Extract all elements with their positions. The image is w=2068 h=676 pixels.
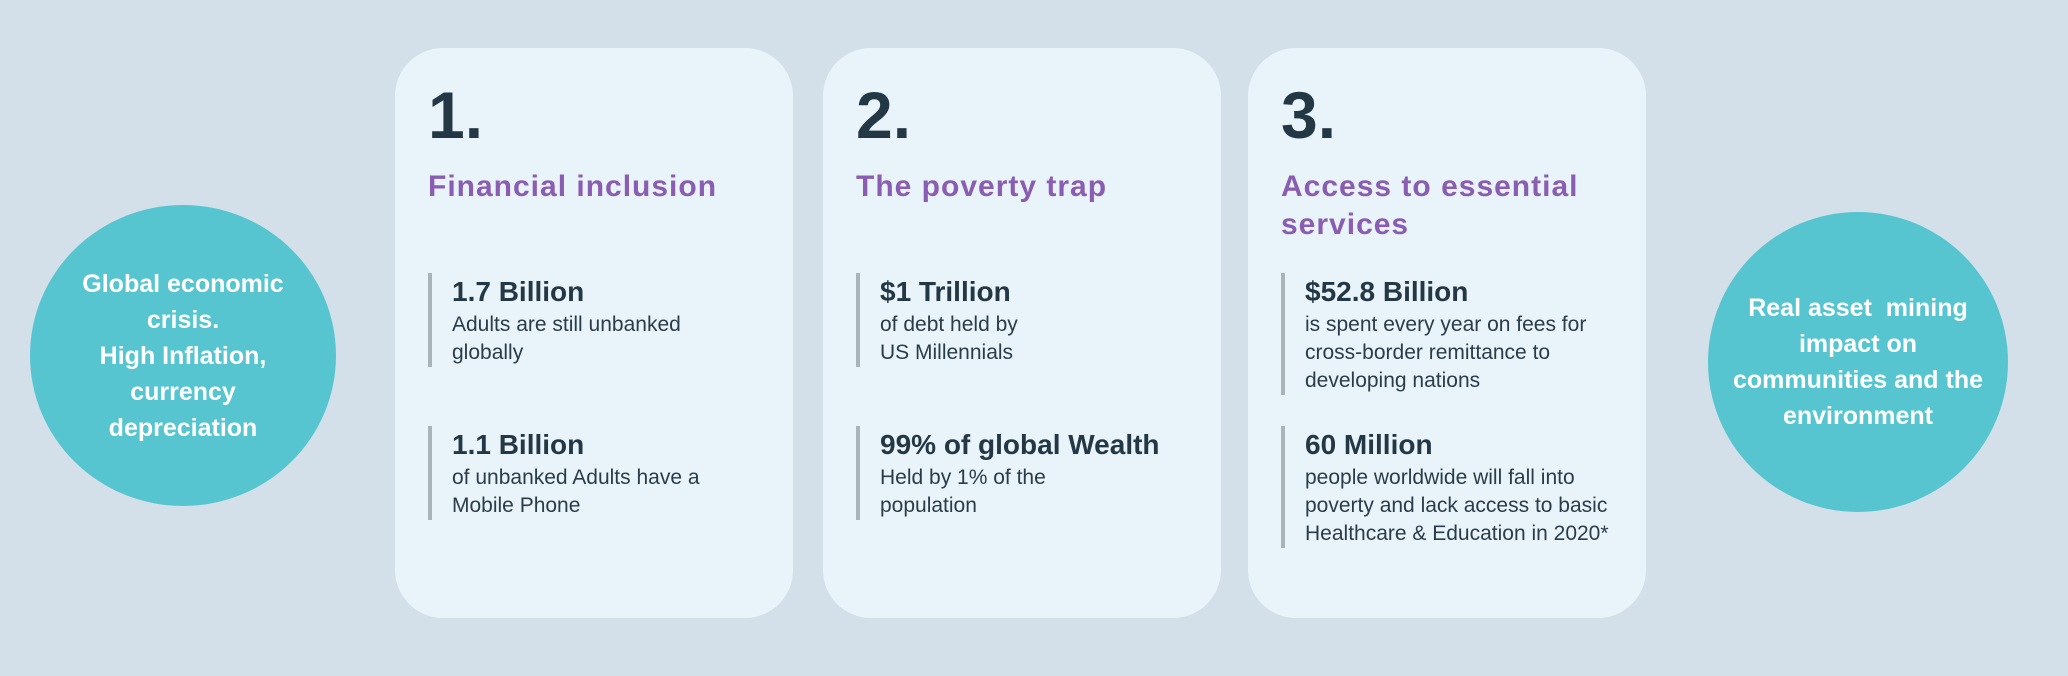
card-number: 2. — [856, 78, 912, 152]
left-teal-circle: Global economic crisis. High Inflation, … — [30, 205, 336, 506]
right-teal-circle: Real asset mining impact on communities … — [1708, 212, 2008, 512]
stat-block: 1.1 Billion of unbanked Adults have a Mo… — [428, 426, 700, 520]
stat-block: 60 Million people worldwide will fall in… — [1281, 426, 1609, 548]
stat-value: $52.8 Billion — [1305, 276, 1469, 307]
stat-value: 99% of global Wealth — [880, 429, 1160, 460]
card-financial-inclusion: 1. Financial inclusion 1.7 Billion Adult… — [395, 48, 793, 618]
stat-block: 99% of global Wealth Held by 1% of the p… — [856, 426, 1160, 520]
stat-description: people worldwide will fall into poverty … — [1305, 466, 1609, 545]
card-number: 1. — [428, 78, 484, 152]
right-circle-text: Real asset mining impact on communities … — [1732, 294, 1984, 430]
stat-description: Held by 1% of the population — [880, 466, 1046, 517]
stat-description: is spent every year on fees for cross-bo… — [1305, 313, 1587, 392]
card-poverty-trap: 2. The poverty trap $1 Trillion of debt … — [823, 48, 1221, 618]
stat-description: Adults are still unbanked globally — [452, 313, 681, 364]
card-number: 3. — [1281, 78, 1337, 152]
stat-block: $1 Trillion of debt held by US Millennia… — [856, 273, 1018, 367]
stat-description: of unbanked Adults have a Mobile Phone — [452, 466, 700, 517]
stat-value: 60 Million — [1305, 429, 1433, 460]
card-title: Financial inclusion — [428, 170, 718, 203]
stat-description: of debt held by US Millennials — [880, 313, 1018, 364]
card-access-essential-services: 3. Access to essential services $52.8 Bi… — [1248, 48, 1646, 618]
left-circle-text: Global economic crisis. High Inflation, … — [82, 269, 284, 442]
card-title: Access to essential services — [1281, 170, 1579, 241]
stat-value: 1.1 Billion — [452, 429, 585, 460]
stat-block: 1.7 Billion Adults are still unbanked gl… — [428, 273, 681, 367]
stat-value: $1 Trillion — [880, 276, 1011, 307]
card-title: The poverty trap — [856, 170, 1108, 203]
stat-value: 1.7 Billion — [452, 276, 585, 307]
stat-block: $52.8 Billion is spent every year on fee… — [1281, 273, 1586, 395]
